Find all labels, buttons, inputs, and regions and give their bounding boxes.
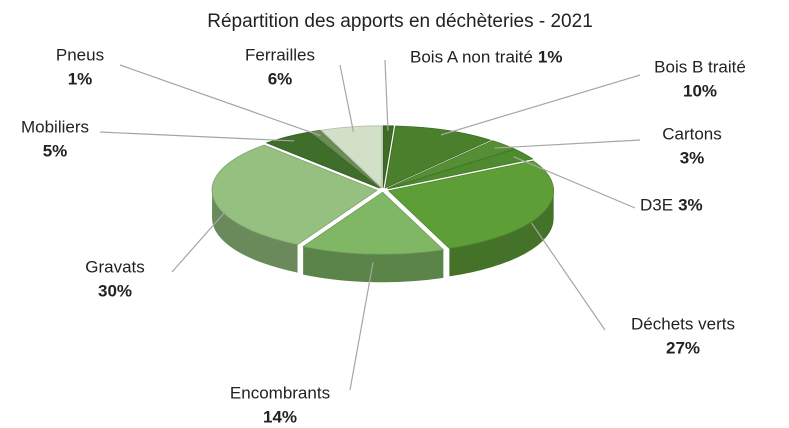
slice-value-label: 30% (98, 281, 132, 300)
leader-line (530, 222, 606, 331)
pie-slice (387, 140, 516, 189)
slice-label: Bois B traité (654, 57, 746, 76)
pie-slice (387, 148, 534, 190)
slice-value-label: 3% (680, 148, 705, 167)
leader-line (384, 59, 389, 131)
slice-value-label: 3% (678, 195, 703, 214)
slice-value-label: 1% (68, 69, 93, 88)
pie-slice (320, 125, 383, 189)
slice-side (449, 190, 554, 277)
leader-line (494, 139, 641, 149)
slice-label: Déchets verts (631, 314, 735, 333)
pie-slice (211, 144, 378, 246)
slice-value-label: 10% (683, 81, 717, 100)
slice-label: Ferrailles (245, 45, 315, 64)
slice-value-label: 1% (538, 47, 563, 66)
slice-label: Pneus (56, 45, 104, 64)
leader-line (440, 74, 641, 136)
leader-line (349, 261, 374, 391)
slice-label: Gravats (85, 257, 145, 276)
slice-side (212, 190, 298, 273)
pie-slice (302, 191, 445, 255)
leader-line (171, 209, 227, 273)
pie-slice (387, 160, 555, 249)
leader-line (339, 64, 355, 132)
chart-title: Répartition des apports en déchèteries -… (207, 11, 593, 32)
pie-slice (382, 125, 395, 188)
slice-label: Encombrants (230, 383, 330, 402)
slice-value-label: 5% (43, 141, 68, 160)
leader-line (119, 64, 321, 137)
pie-slice (384, 125, 492, 189)
slice-label: D3E (640, 195, 673, 214)
slice-label: Mobiliers (21, 117, 89, 136)
leader-line (99, 131, 295, 142)
slice-label: Bois A non traité (410, 47, 533, 66)
slice-value-label: 14% (263, 407, 297, 426)
slice-value-label: 27% (666, 338, 700, 357)
leader-line (513, 156, 636, 209)
slice-value-label: 6% (268, 69, 293, 88)
slice-label: Cartons (662, 124, 722, 143)
